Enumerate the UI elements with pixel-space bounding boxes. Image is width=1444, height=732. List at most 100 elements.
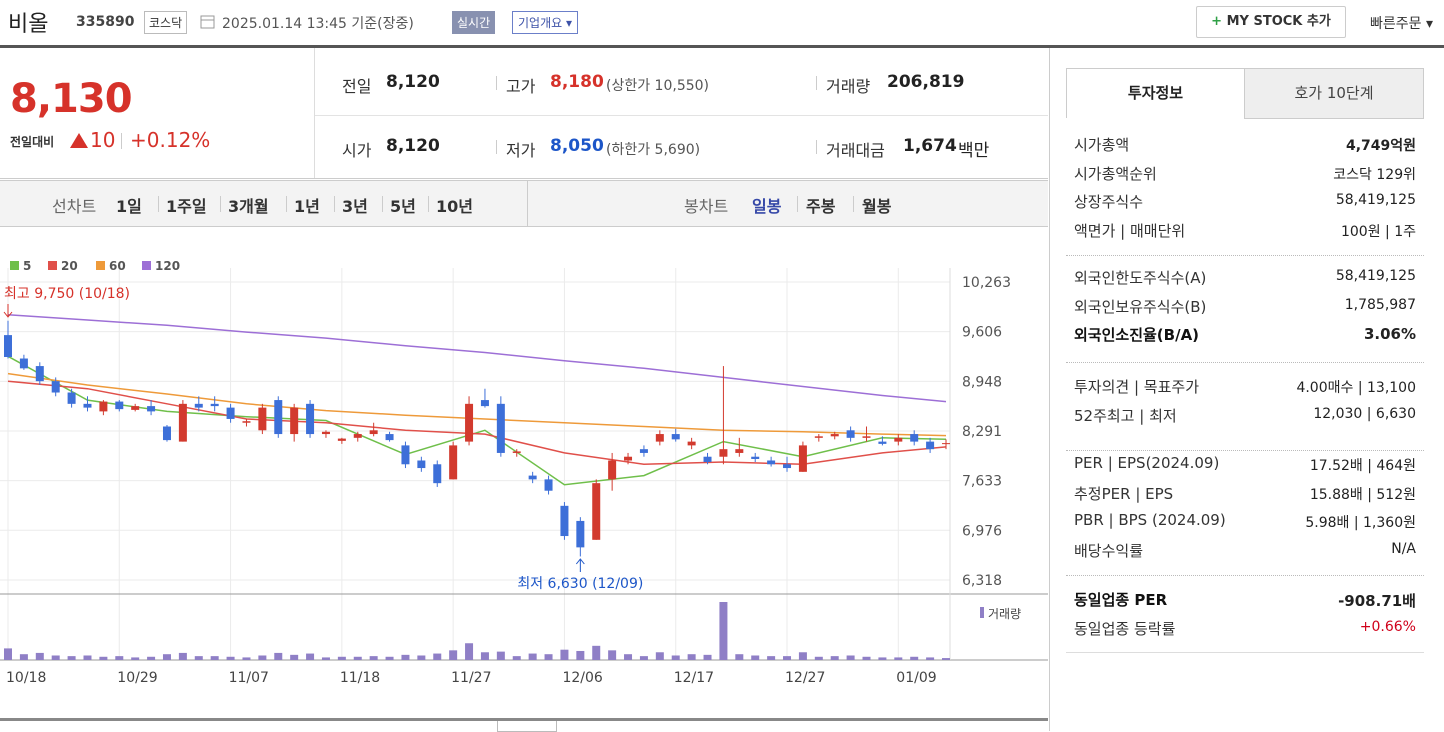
volume-bar [115, 656, 124, 660]
divider [496, 140, 497, 154]
volume-bar [385, 656, 394, 660]
info-value: +0.66% [1359, 618, 1416, 635]
volume-bar [624, 654, 633, 660]
candle-body [576, 520, 585, 548]
candle-body [401, 445, 410, 465]
plus-icon: + [1211, 14, 1223, 29]
info-value: 100원 | 1주 [1340, 224, 1416, 241]
q-label: 저가 [506, 141, 536, 160]
high-annotation: 최고 9,750 (10/18) [4, 286, 130, 302]
candle-body [449, 445, 458, 480]
divider [797, 196, 798, 212]
candle-body [639, 449, 648, 453]
period-tab[interactable]: 3년 [342, 197, 368, 216]
volume-bar [512, 656, 521, 660]
candle-body [19, 358, 28, 369]
info-tab[interactable]: 투자정보 [1066, 68, 1245, 118]
volume-bar [687, 654, 696, 660]
volume-bar [4, 648, 12, 660]
handle[interactable] [497, 721, 557, 732]
candle-body [496, 403, 505, 453]
candle-body [878, 441, 887, 444]
quick-order[interactable]: 빠른주문 ▾ [1370, 16, 1434, 32]
info-label: PER | EPS(2024.09) [1074, 454, 1220, 472]
q-value: 1,674 [903, 136, 957, 156]
volume-bar [51, 655, 60, 660]
candle-body [703, 456, 712, 463]
q-label: 전일 [342, 77, 372, 96]
q-limit: (상한가 10,550) [606, 78, 710, 94]
volume-bar [465, 643, 474, 660]
volume-bar [83, 655, 92, 660]
divider [220, 196, 221, 212]
period-tab[interactable]: 3개월 [228, 197, 269, 216]
candle-body [910, 434, 919, 442]
company-info[interactable]: 기업개요 ▾ [512, 11, 579, 34]
candle-body [560, 505, 569, 537]
candle-body [465, 403, 474, 442]
volume-bar [862, 656, 871, 660]
period-tab[interactable]: 1주일 [166, 197, 207, 216]
info-panel [1049, 48, 1444, 731]
info-label: 투자의견 | 목표주가 [1074, 378, 1199, 396]
legend-swatch [10, 261, 19, 270]
separator [1066, 255, 1424, 256]
info-value: 58,419,125 [1335, 268, 1416, 284]
volume-bar [274, 652, 283, 660]
candle-body [862, 436, 871, 438]
period-tab[interactable]: 10년 [436, 197, 473, 216]
candle-body [528, 475, 537, 480]
x-tick-label: 12/06 [562, 670, 602, 686]
chart: 10,263 9,606 8,948 8,291 7,633 6,976 6,318 10/1… [0, 259, 1048, 686]
candle-body [67, 392, 76, 404]
period-tab[interactable]: 1년 [294, 197, 320, 216]
current-price: 8,130 [10, 76, 133, 122]
candle-body [942, 443, 950, 445]
candle-body [798, 445, 807, 472]
info-label: 추정PER | EPS [1074, 484, 1174, 503]
volume-bar [401, 654, 410, 660]
info-label: 외국인보유주식수(B) [1074, 297, 1207, 316]
candle-body [846, 430, 855, 438]
info-label: PBR | BPS (2024.09) [1074, 511, 1226, 530]
candle-body [512, 451, 521, 453]
period-tab[interactable]: 1일 [116, 197, 142, 216]
q-value: 8,180 [550, 72, 604, 92]
volume-bar [337, 656, 346, 660]
info-label: 상장주식수 [1074, 193, 1144, 212]
high-arrow [3, 304, 13, 318]
legend-swatch [142, 261, 151, 270]
q-label: 시가 [342, 141, 372, 160]
divider [853, 196, 854, 212]
volume-bar [910, 656, 919, 660]
candle-period-tab[interactable]: 월봉 [862, 197, 892, 216]
y-tick-label: 10,263 [962, 275, 1011, 291]
period-tab[interactable]: 5년 [390, 197, 416, 216]
separator [1066, 362, 1424, 363]
change-pct: +0.12% [130, 128, 211, 152]
y-tick-label: 6,976 [962, 523, 1002, 539]
separator [1066, 575, 1424, 576]
candle-body [99, 401, 108, 412]
q-unit: 백만 [958, 141, 990, 161]
x-tick-label: 11/07 [229, 670, 269, 686]
info-value: 5.98배 | 1,360원 [1305, 515, 1416, 532]
legend-label: 60 [109, 259, 126, 273]
x-tick-label: 11/27 [451, 670, 491, 686]
mystock-button[interactable]: + MY STOCK 추가 [1196, 6, 1346, 38]
volume-bar [306, 653, 315, 660]
chart-tabbar [0, 180, 1048, 227]
candle-period-tab[interactable]: 주봉 [806, 197, 836, 216]
candle-body [544, 479, 553, 491]
candle-body [655, 434, 664, 442]
stock-name: 비올 [8, 12, 49, 37]
q-value: 8,120 [386, 72, 440, 92]
change: 10 [90, 128, 116, 152]
volume-label: 거래량 [988, 607, 1021, 621]
candle-period-tab[interactable]: 일봉 [752, 197, 782, 216]
info-tab[interactable]: 호가 10단계 [1244, 68, 1424, 119]
candle-body [671, 434, 680, 440]
divider [286, 196, 287, 212]
volume-bar [798, 652, 807, 660]
